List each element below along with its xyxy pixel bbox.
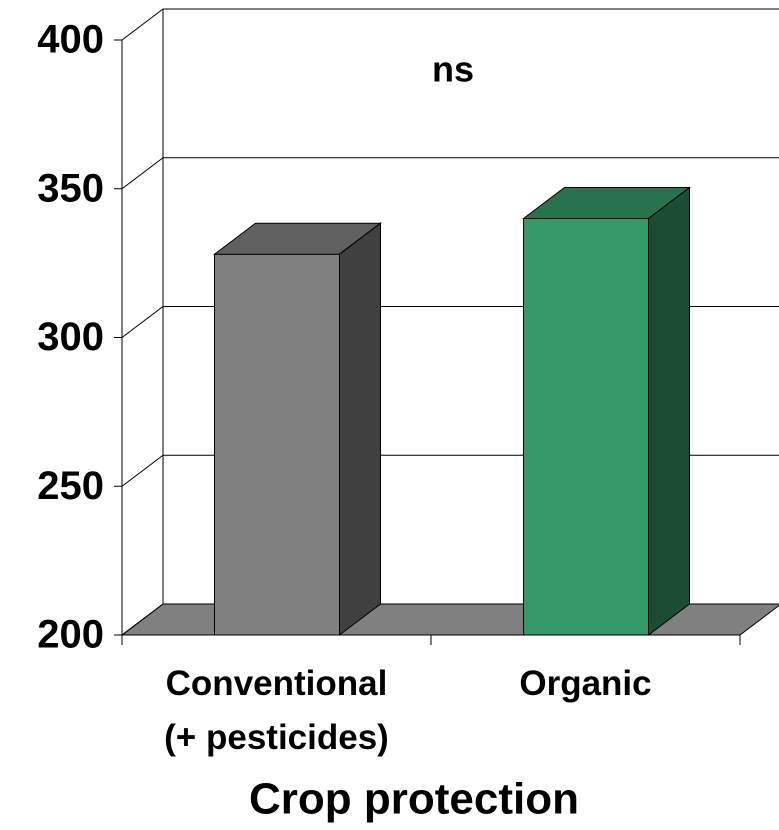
annotation: ns: [432, 49, 474, 90]
y-tick-label: 400: [37, 18, 104, 62]
y-tick-label: 200: [37, 613, 104, 657]
x-axis-label: Crop protection: [249, 775, 579, 824]
y-tick-label: 350: [37, 166, 104, 210]
grid-line: [121, 454, 164, 487]
bar-side: [648, 186, 690, 637]
bar-side: [339, 222, 381, 637]
y-tick-label: 250: [37, 464, 104, 508]
grid-line: [121, 603, 164, 636]
grid-line: [121, 306, 164, 338]
grid-line: [121, 157, 164, 190]
x-tick-label: Organic: [519, 664, 652, 703]
grid-line: [121, 8, 164, 41]
y-tick-label: 300: [37, 315, 104, 359]
bar-front: [523, 218, 649, 636]
x-tick-label: Conventional (+ pesticides): [164, 664, 389, 757]
bar-front: [214, 253, 340, 636]
